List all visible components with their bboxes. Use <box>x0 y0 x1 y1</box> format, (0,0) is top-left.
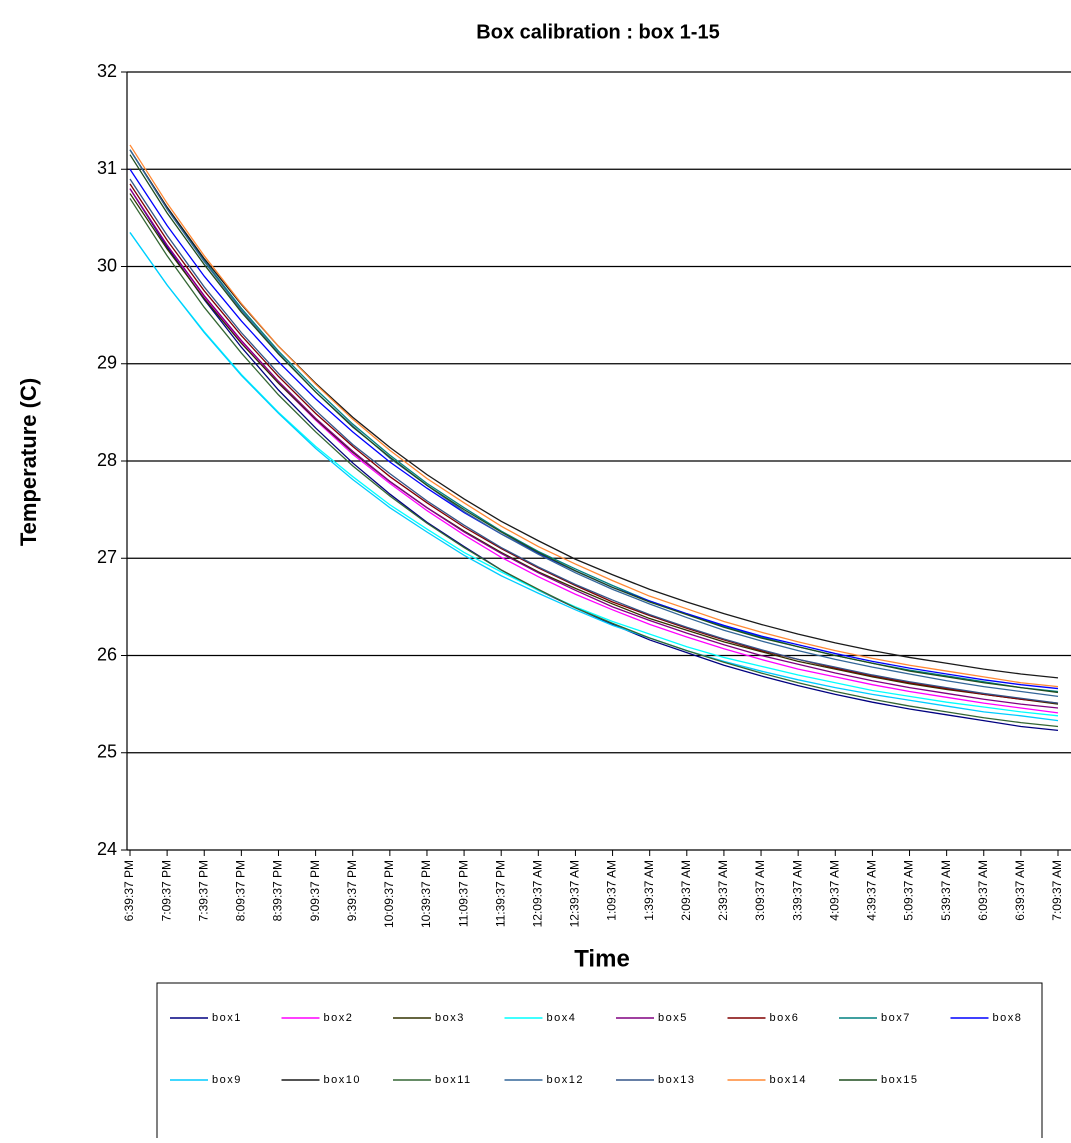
x-tick-label: 12:39:37 AM <box>568 860 582 927</box>
legend-label: box10 <box>324 1074 361 1086</box>
y-tick-label: 31 <box>97 158 117 178</box>
series-line <box>129 193 1059 705</box>
y-tick-label: 32 <box>97 61 117 81</box>
x-tick-label: 12:09:37 AM <box>530 860 544 927</box>
legend-label: box5 <box>658 1012 688 1024</box>
x-tick-label: 5:09:37 AM <box>902 860 916 921</box>
legend-label: box9 <box>212 1074 242 1086</box>
legend-label: box13 <box>658 1074 695 1086</box>
legend-label: box11 <box>435 1074 472 1086</box>
series-line <box>129 149 1059 693</box>
y-tick-label: 27 <box>97 547 117 567</box>
legend-label: box4 <box>547 1012 577 1024</box>
series-line <box>129 183 1059 704</box>
x-tick-label: 7:09:37 PM <box>159 860 173 921</box>
x-tick-label: 2:09:37 AM <box>679 860 693 921</box>
series-line <box>129 188 1059 714</box>
x-tick-label: 6:39:37 PM <box>122 860 136 921</box>
legend-label: box6 <box>770 1012 800 1024</box>
legend-box <box>156 982 1043 1143</box>
x-tick-label: 1:09:37 AM <box>605 860 619 921</box>
x-tick-label: 9:09:37 PM <box>308 860 322 921</box>
x-axis-label: Time <box>574 945 630 972</box>
x-tick-label: 3:39:37 AM <box>790 860 804 921</box>
legend-label: box1 <box>212 1012 242 1024</box>
series-line <box>129 178 1059 704</box>
legend-label: box3 <box>435 1012 465 1024</box>
x-tick-label: 3:09:37 AM <box>753 860 767 921</box>
series-line <box>129 188 1059 732</box>
y-tick-label: 25 <box>97 742 117 762</box>
legend-label: box8 <box>993 1012 1023 1024</box>
series-line <box>129 154 1059 694</box>
x-tick-label: 8:39:37 PM <box>271 860 285 921</box>
series-line <box>129 144 1059 688</box>
series-line <box>129 232 1059 722</box>
x-tick-label: 11:39:37 PM <box>493 860 507 927</box>
legend-label: box12 <box>547 1074 584 1086</box>
y-tick-label: 26 <box>97 644 117 664</box>
x-tick-label: 4:39:37 AM <box>865 860 879 921</box>
y-tick-label: 24 <box>97 839 117 859</box>
series-line <box>129 188 1059 709</box>
x-tick-label: 4:09:37 AM <box>827 860 841 921</box>
x-tick-label: 10:39:37 PM <box>419 860 433 928</box>
series-line <box>129 198 1059 728</box>
x-tick-label: 6:39:37 AM <box>1013 860 1027 921</box>
chart-title: Box calibration : box 1-15 <box>476 21 719 43</box>
x-tick-label: 1:39:37 AM <box>642 860 656 921</box>
legend-label: box14 <box>770 1074 807 1086</box>
legend-label: box15 <box>881 1074 918 1086</box>
x-tick-label: 5:39:37 AM <box>939 860 953 921</box>
x-tick-label: 7:09:37 AM <box>1050 860 1064 921</box>
x-tick-label: 10:09:37 PM <box>382 860 396 928</box>
x-tick-label: 8:09:37 PM <box>234 860 248 921</box>
x-tick-label: 6:09:37 AM <box>976 860 990 921</box>
legend-label: box7 <box>881 1012 911 1024</box>
x-tick-label: 2:39:37 AM <box>716 860 730 921</box>
legend-label: box2 <box>324 1012 354 1024</box>
x-tick-label: 7:39:37 PM <box>196 860 210 921</box>
y-tick-label: 30 <box>97 255 117 275</box>
y-tick-label: 28 <box>97 450 117 470</box>
x-tick-label: 11:09:37 PM <box>456 860 470 927</box>
y-axis-label: Temperature (C) <box>16 378 41 546</box>
series-line <box>129 168 1059 690</box>
y-tick-label: 29 <box>97 353 117 373</box>
x-tick-label: 9:39:37 PM <box>345 860 359 921</box>
series-line <box>129 232 1059 717</box>
